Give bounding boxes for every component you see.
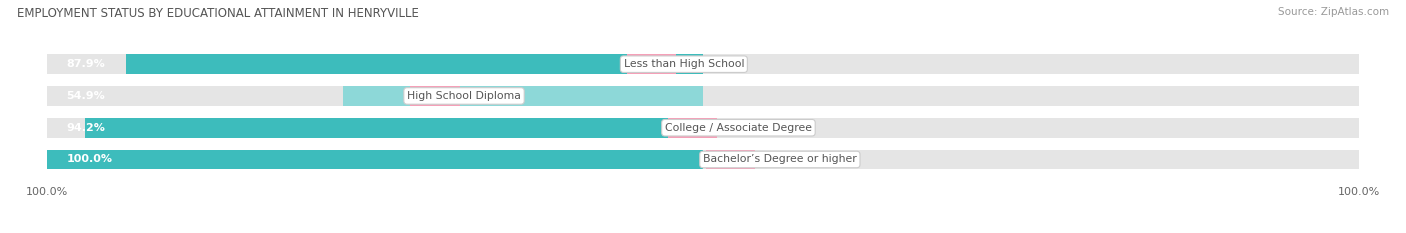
Bar: [703, 150, 1360, 169]
Bar: [703, 54, 1360, 74]
Bar: [668, 118, 717, 137]
Text: 0.0%: 0.0%: [686, 59, 714, 69]
Text: 87.9%: 87.9%: [66, 59, 105, 69]
Text: Bachelor’s Degree or higher: Bachelor’s Degree or higher: [703, 154, 856, 164]
Bar: [46, 150, 703, 169]
Text: 0.0%: 0.0%: [470, 91, 498, 101]
Text: 0.0%: 0.0%: [727, 123, 755, 133]
Bar: [46, 54, 703, 74]
Bar: [46, 118, 703, 137]
Bar: [703, 86, 1360, 106]
Text: Source: ZipAtlas.com: Source: ZipAtlas.com: [1278, 7, 1389, 17]
Text: Less than High School: Less than High School: [624, 59, 744, 69]
Legend: In Labor Force, Unemployed: In Labor Force, Unemployed: [593, 230, 813, 233]
Text: EMPLOYMENT STATUS BY EDUCATIONAL ATTAINMENT IN HENRYVILLE: EMPLOYMENT STATUS BY EDUCATIONAL ATTAINM…: [17, 7, 419, 20]
Bar: [127, 54, 703, 74]
Bar: [84, 118, 703, 137]
Bar: [46, 150, 703, 169]
Bar: [411, 86, 460, 106]
Bar: [343, 86, 703, 106]
Text: 54.9%: 54.9%: [66, 91, 105, 101]
Text: 94.2%: 94.2%: [66, 123, 105, 133]
Bar: [706, 150, 755, 169]
Text: 0.0%: 0.0%: [765, 154, 793, 164]
Text: 100.0%: 100.0%: [66, 154, 112, 164]
Bar: [703, 118, 1360, 137]
Text: High School Diploma: High School Diploma: [408, 91, 522, 101]
Text: College / Associate Degree: College / Associate Degree: [665, 123, 811, 133]
Bar: [627, 54, 676, 74]
Bar: [46, 86, 703, 106]
